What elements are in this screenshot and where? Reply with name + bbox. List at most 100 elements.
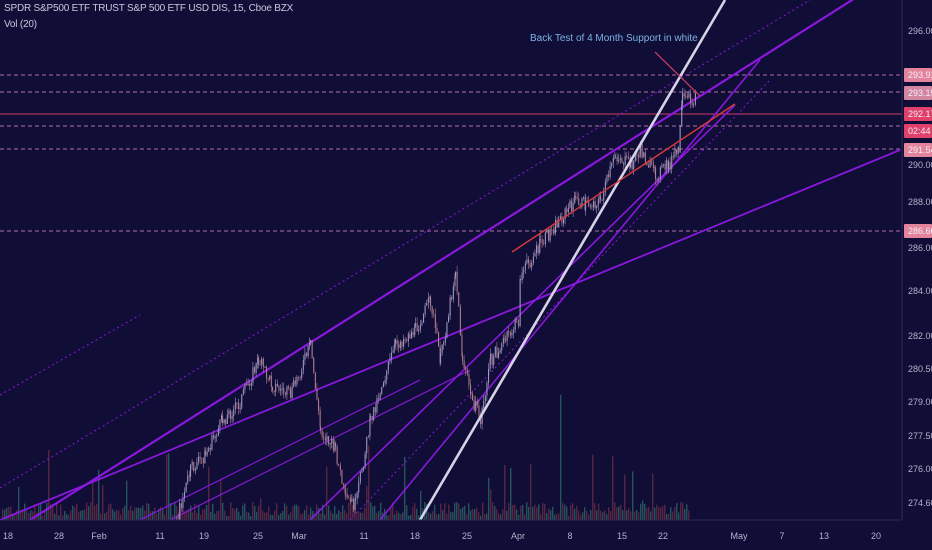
price-axis[interactable]: 296.00 290.00 288.00 286.00 284.00 282.00 280.… [908, 26, 932, 508]
candle-body [555, 220, 557, 233]
candle-body [205, 450, 207, 456]
candle-body [501, 343, 503, 351]
channel-line [309, 104, 736, 521]
candle-body [244, 384, 246, 390]
volume-bar [148, 503, 150, 520]
candle-body [306, 353, 308, 357]
volume-bar [478, 512, 480, 520]
volume-bar [408, 515, 410, 520]
candle-body [399, 341, 401, 348]
trend-channels [0, 0, 901, 521]
candle-body [438, 331, 440, 347]
volume-bar [468, 503, 470, 520]
candle-body [326, 436, 328, 441]
price-tick-label: 288.00 [908, 197, 932, 207]
volume-bar [8, 506, 10, 520]
volume-bar [330, 511, 332, 520]
candle-body [543, 243, 545, 245]
candle-body [654, 167, 656, 169]
volume-bar [48, 449, 50, 520]
channel-line [0, 314, 141, 396]
candle-body [441, 344, 443, 354]
candle-body [591, 206, 593, 208]
candle-body [386, 370, 388, 380]
volume-bar [138, 507, 140, 520]
volume-bar [682, 502, 684, 520]
volume-bar [352, 504, 354, 520]
volume-bar [18, 486, 20, 520]
volume-bar [52, 504, 54, 520]
candle-body [691, 103, 693, 105]
candle-body [398, 344, 400, 348]
candle-body [636, 154, 638, 156]
candle-body [451, 297, 453, 300]
volume-bar [524, 514, 526, 520]
time-axis[interactable]: 18 28 Feb 11 19 25 Mar 11 18 25 Apr 8 15 22 May 7 13 20 [3, 531, 881, 541]
candle-body [694, 93, 696, 105]
candle-body [549, 229, 551, 241]
candle-body [623, 162, 625, 165]
candle-body [612, 157, 614, 163]
volume-bar [426, 504, 428, 520]
volume-bar [650, 511, 652, 520]
volume-bar [234, 509, 236, 520]
candle-body [539, 239, 541, 253]
volume-bar [374, 505, 376, 520]
volume-bar [434, 504, 436, 520]
time-tick-label: 20 [871, 531, 881, 541]
candle-body [661, 165, 663, 168]
volume-bar [218, 510, 220, 520]
price-tags: 293.91 293.15 292.17 02:44 291.54 286.66 [904, 68, 932, 238]
volume-bar [678, 512, 680, 520]
volume-bar [6, 507, 8, 520]
candle-body [648, 165, 650, 168]
volume-bar [300, 514, 302, 520]
volume-indicator-label[interactable]: Vol (20) [4, 19, 37, 30]
candle-body [528, 259, 530, 264]
candle-body [690, 93, 692, 104]
volume-bar [76, 503, 78, 520]
volume-bar [558, 513, 560, 520]
candle-body [348, 497, 350, 499]
volume-bar [326, 466, 328, 520]
price-tag-box [904, 107, 932, 121]
time-tick-label: 11 [155, 531, 164, 541]
price-tag-label: 292.17 [908, 109, 932, 119]
volume-bar [170, 503, 172, 520]
volume-bar [446, 513, 448, 520]
candle-body [470, 384, 472, 395]
candle-body [349, 498, 351, 502]
candle-body [611, 162, 613, 167]
volume-bar [570, 505, 572, 520]
candle-body [288, 386, 290, 388]
candle-body [603, 192, 605, 201]
candle-body [601, 200, 603, 202]
volume-bar [136, 507, 138, 520]
candle-body [483, 401, 485, 409]
candle-body [370, 416, 372, 417]
candle-body [589, 206, 591, 207]
volume-bar [430, 513, 432, 520]
volume-bar [78, 511, 80, 520]
candle-body [536, 245, 538, 254]
candle-body [190, 465, 192, 477]
candle-body [564, 208, 566, 219]
volume-bar [378, 511, 380, 520]
volume-bar [74, 507, 76, 520]
volume-bar [176, 506, 178, 520]
volume-bar [322, 504, 324, 520]
candle-body [241, 394, 243, 408]
volume-bar [342, 505, 344, 520]
candle-body [578, 198, 580, 205]
candle-body [430, 296, 432, 307]
time-tick-label: 7 [779, 531, 784, 541]
volume-bar [188, 508, 190, 520]
candle-body [283, 388, 285, 393]
volume-bar [86, 502, 88, 520]
candle-body [363, 466, 365, 471]
candle-body [366, 436, 368, 454]
volume-bar [56, 503, 58, 520]
candle-body [529, 263, 531, 268]
